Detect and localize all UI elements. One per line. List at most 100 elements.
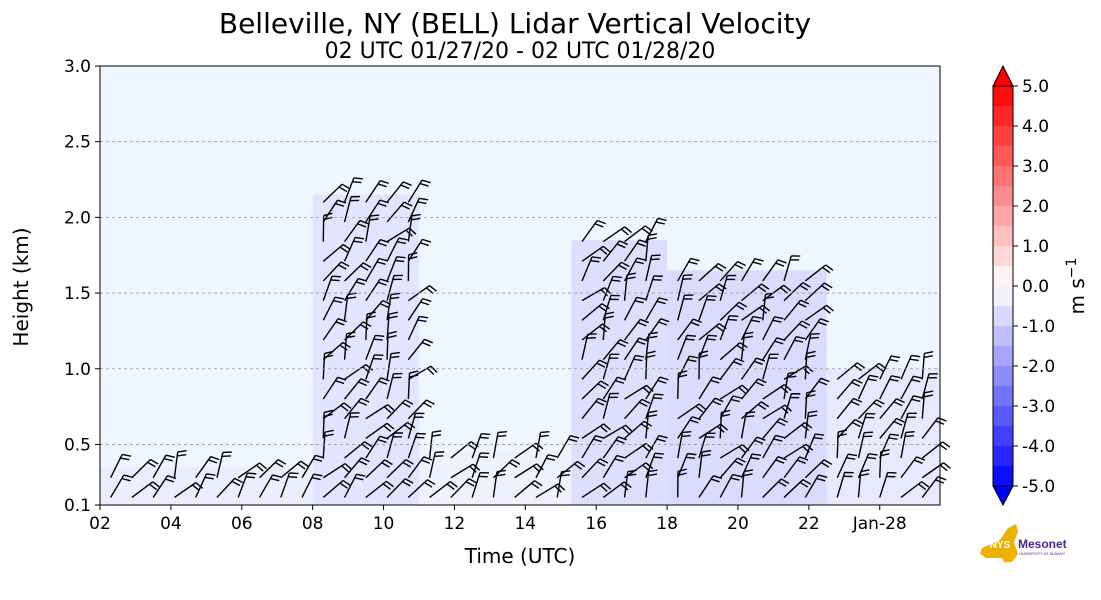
colorbar-tick-label: 3.0 [1022,157,1049,177]
wind-barb [602,314,606,341]
wind-barb [535,432,542,459]
wind-barb [645,376,661,400]
wind-barb [514,463,538,479]
wind-barb [836,453,849,479]
wind-barb-flag [775,459,785,464]
wind-barb [623,274,628,301]
wind-barb [301,455,316,479]
wind-barb [804,334,812,360]
wind-barb [386,314,390,341]
wind-barb-flag [913,459,923,464]
wind-barb-flag [165,454,175,459]
wind-barb-flag [639,239,649,244]
wind-barb-flag [380,377,390,382]
wind-barb-flag [603,423,611,431]
wind-barb-flag [777,481,787,487]
wind-barb-flag [656,438,666,442]
wind-barb-flag [340,261,350,267]
wind-barb-flag [645,462,654,470]
wind-barb-flag [360,397,370,403]
wind-barb-flag [710,478,720,483]
wind-barb [719,474,734,498]
wind-barb [719,301,740,321]
wind-barb-flag [347,296,357,300]
wind-barb [762,337,778,361]
wind-barb-flag [889,433,900,437]
wind-barb [624,398,643,420]
wind-barb-flag [377,281,387,286]
wind-barb-flag [417,319,427,323]
wind-barb-flag [234,477,243,484]
wind-barb-flag [339,482,348,489]
wind-barb-flag [685,338,695,341]
wind-barb-flag [375,334,385,338]
wind-barb [365,459,386,479]
wind-barb-flag [411,217,421,221]
wind-barb [804,459,825,479]
wind-barb-flag [708,334,718,337]
wind-barb-flag [421,459,431,464]
wind-barb-flag [496,473,506,477]
wind-barb-flag [921,481,930,488]
wind-barb-flag [777,456,787,461]
wind-barb-flag [780,478,790,485]
wind-barb [365,199,381,223]
wind-barb-flag [600,380,609,387]
wind-barb-flag [426,399,435,405]
wind-barb-flag [379,435,389,440]
colorbar-band [993,126,1013,147]
wind-barb-flag [421,341,431,347]
wind-barb-flag [658,321,668,326]
wind-barb [804,377,822,400]
wind-barb-flag [497,434,507,438]
y-gridlines [100,141,940,445]
wind-barb-flag [618,436,627,441]
wind-barb-flag [620,228,629,236]
wind-barb [322,402,345,420]
wind-barb-flag [620,261,630,268]
wind-barb-flag [860,473,870,477]
wind-barb [602,455,618,479]
colorbar-extend-high [992,64,1014,87]
wind-barb [719,315,731,341]
wind-barb [602,424,627,439]
wind-barb-flag [617,342,626,348]
wind-barb-flag [618,264,627,271]
wind-barb [900,413,909,439]
wind-barb [624,225,646,243]
wind-barb [698,295,709,321]
wind-barb-flag [646,354,656,359]
wind-barb-flag [378,257,388,262]
wind-barb-flag [775,434,785,439]
wind-barb-flag [687,452,697,456]
wind-barb-flag [682,430,692,434]
wind-barb [783,443,807,459]
wind-barb-flag [642,386,651,395]
wind-barb [921,353,926,380]
wind-barb-flag [337,376,347,381]
wind-barb-flag [612,275,622,279]
wind-barb-flag [826,304,834,312]
wind-barb [623,337,640,361]
wind-barb-flag [856,362,866,369]
colorbar-band [993,226,1013,247]
wind-barb-flag [419,197,429,201]
wind-barb [343,294,349,321]
wind-barb-flag [330,279,340,282]
wind-barb [740,258,756,282]
wind-barb-flag [390,296,400,300]
wind-barb [407,373,411,400]
wind-barb-flag [752,453,762,457]
wind-barb [386,432,395,459]
wind-barb [804,282,825,302]
wind-barb [836,419,856,439]
wind-barb-flag [352,180,362,184]
wind-barb [623,355,636,380]
wind-barb [741,283,762,302]
wind-barb [110,474,125,498]
wind-barb-flag [120,457,130,461]
wind-barb-flag [695,405,704,413]
wind-barb-flag [377,183,387,188]
wind-barb-flag [468,478,478,484]
wind-barb-flag [603,482,612,490]
